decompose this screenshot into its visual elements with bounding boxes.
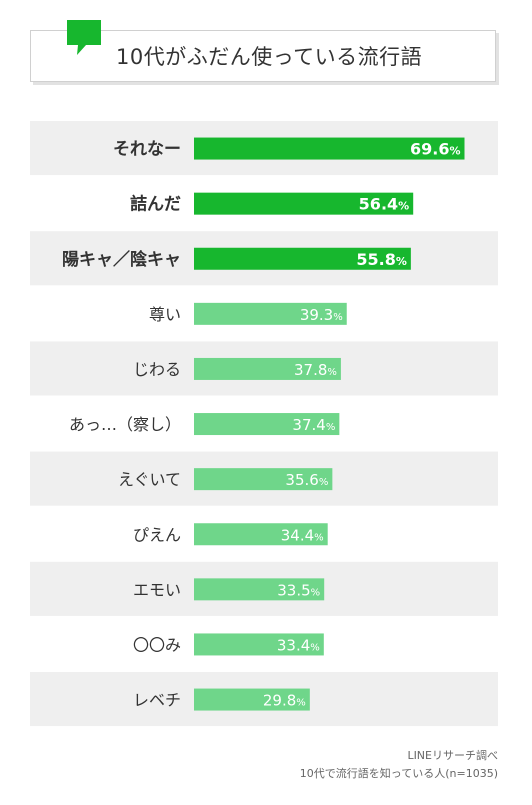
bar <box>194 578 325 601</box>
category-label: 尊い <box>149 305 181 324</box>
value-label: 37.4% <box>292 416 335 434</box>
category-label: えぐいて <box>118 470 181 489</box>
value-label: 39.3% <box>300 306 343 324</box>
bar <box>194 357 341 380</box>
category-label: じわる <box>133 360 181 379</box>
category-label: 陽キャ／陰キャ <box>62 249 181 270</box>
category-label: エモい <box>133 580 181 599</box>
value-label: 29.8% <box>263 692 306 710</box>
value-label: 34.4% <box>281 526 324 544</box>
value-label: 33.4% <box>277 636 320 654</box>
category-label: 〇〇み <box>133 635 181 654</box>
value-label: 35.6% <box>285 471 328 489</box>
bar <box>194 192 414 215</box>
category-label: あっ…（察し） <box>69 415 181 434</box>
chart-title: 10代がふだん使っている流行語 <box>116 45 423 69</box>
speech-bubble-shape <box>67 20 101 55</box>
bar <box>194 302 347 325</box>
title-box <box>30 30 496 82</box>
source-note: LINEリサーチ調べ <box>407 749 498 762</box>
category-label: 詰んだ <box>130 194 181 215</box>
bar <box>194 468 333 491</box>
category-label: それなー <box>113 140 181 160</box>
value-label: 37.8% <box>294 361 337 379</box>
bar <box>194 633 324 656</box>
value-label: 69.6% <box>410 140 461 159</box>
bar <box>194 688 310 711</box>
bar <box>194 523 328 546</box>
category-label: ぴえん <box>133 525 181 544</box>
bar <box>194 137 465 160</box>
category-label: レベチ <box>133 691 181 710</box>
bar <box>194 247 411 270</box>
sample-note: 10代で流行語を知っている人(n=1035) <box>299 767 498 780</box>
speech-bubble-icon <box>67 20 101 55</box>
bar <box>194 413 340 436</box>
value-label: 33.5% <box>277 581 320 599</box>
value-label: 55.8% <box>356 250 407 269</box>
value-label: 56.4% <box>359 195 410 214</box>
